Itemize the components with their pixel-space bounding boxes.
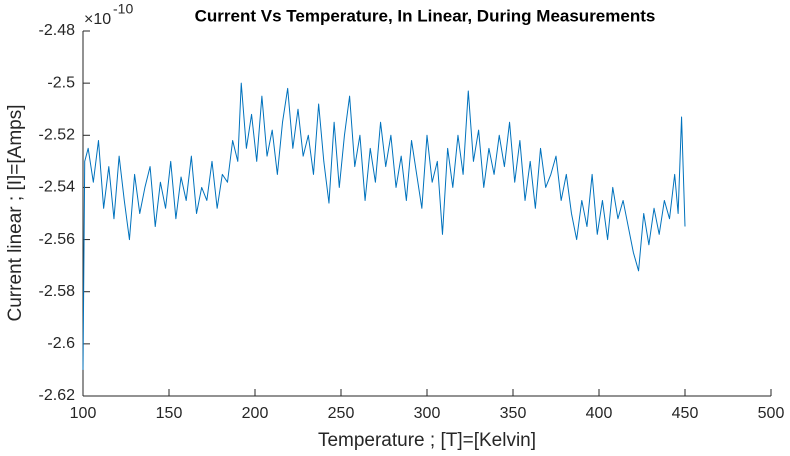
y-multiplier: ×10 xyxy=(84,11,111,28)
x-tick-label: 400 xyxy=(586,405,613,422)
chart-title: Current Vs Temperature, In Linear, Durin… xyxy=(195,6,656,25)
y-tick-label: -2.48 xyxy=(39,22,76,39)
x-tick-label: 300 xyxy=(414,405,441,422)
y-tick-label: -2.5 xyxy=(47,74,75,91)
y-axis-label: Current linear ; [I]=[Amps] xyxy=(5,105,26,322)
x-tick-label: 500 xyxy=(758,405,785,422)
y-tick-label: -2.52 xyxy=(39,127,76,144)
y-tick-label: -2.54 xyxy=(39,179,76,196)
y-tick-label: -2.56 xyxy=(39,231,76,248)
y-tick-label: -2.6 xyxy=(47,335,75,352)
data-line xyxy=(82,82,686,370)
x-tick-label: 100 xyxy=(70,405,97,422)
y-tick-label: -2.58 xyxy=(39,283,76,300)
x-axis-label: Temperature ; [T]=[Kelvin] xyxy=(318,430,536,451)
x-tick-label: 250 xyxy=(328,405,355,422)
x-tick-label: 350 xyxy=(500,405,527,422)
x-tick-label: 450 xyxy=(672,405,699,422)
y-tick-label: -2.62 xyxy=(39,387,76,404)
x-tick-label: 150 xyxy=(156,405,183,422)
x-tick-label: 200 xyxy=(242,405,269,422)
y-multiplier-exponent: -10 xyxy=(113,1,133,17)
